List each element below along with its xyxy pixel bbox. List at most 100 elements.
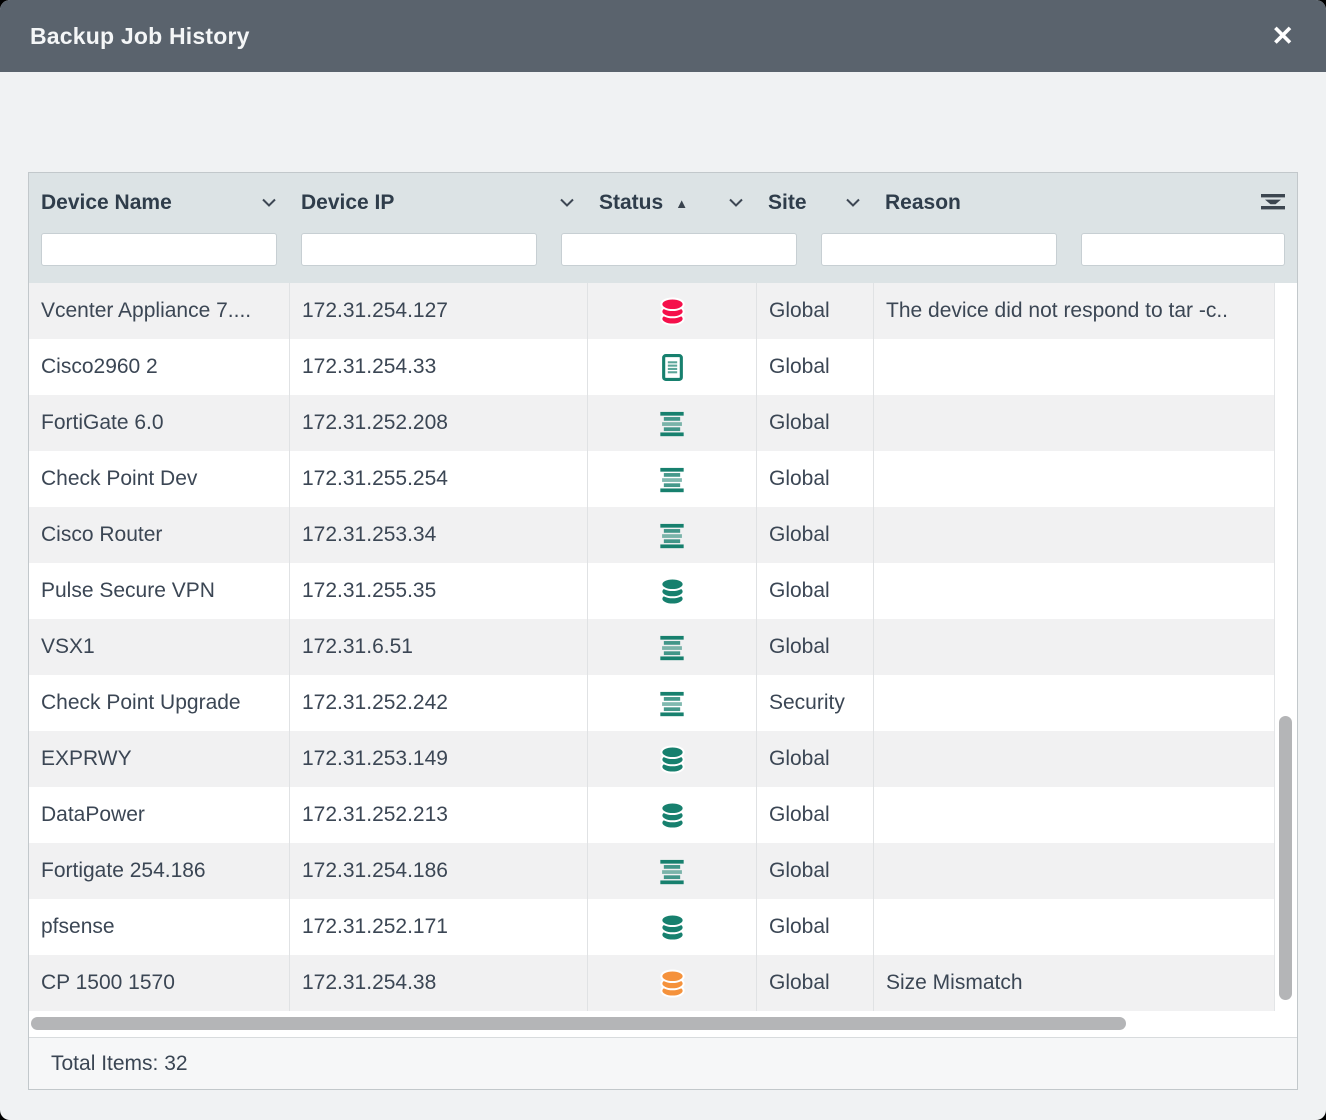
reason-cell [873, 675, 1274, 731]
reason-filter-input[interactable] [1081, 233, 1285, 266]
reason-cell [873, 731, 1274, 787]
site-cell: Global [756, 283, 873, 339]
status-cell [587, 507, 756, 563]
page-title: Backup Job History [30, 22, 250, 49]
dialog-titlebar: Backup Job History ✕ [0, 0, 1326, 72]
device-name-cell: CP 1500 1570 [41, 971, 175, 994]
device-name-cell: pfsense [41, 915, 115, 938]
table-row[interactable]: Cisco Router 172.31.253.34 Global [29, 507, 1274, 563]
chevron-down-icon[interactable] [559, 198, 575, 208]
sort-ascending-icon: ▲ [675, 195, 689, 211]
filter-icon[interactable] [1261, 193, 1285, 213]
site-cell: Security [756, 675, 873, 731]
device-ip-cell: 172.31.255.254 [289, 451, 587, 507]
device-name-cell: Pulse Secure VPN [41, 579, 215, 602]
table-footer: Total Items: 32 [29, 1037, 1297, 1089]
database-icon [659, 296, 686, 326]
stacked-lines-icon [658, 409, 686, 437]
column-header-reason: Reason [873, 173, 1297, 233]
device-name-cell: Cisco Router [41, 523, 163, 546]
device-name-cell: DataPower [41, 803, 145, 826]
horizontal-scrollbar [29, 1011, 1297, 1037]
stacked-lines-icon [658, 521, 686, 549]
status-cell [587, 563, 756, 619]
device-name-cell: Cisco2960 2 [41, 355, 158, 378]
status-filter-input[interactable] [561, 233, 797, 266]
table-row[interactable]: CP 1500 1570 172.31.254.38 Global Size M… [29, 955, 1274, 1011]
column-header-site[interactable]: Site [756, 173, 873, 233]
reason-cell [873, 395, 1274, 451]
device-ip-cell: 172.31.254.38 [289, 955, 587, 1011]
device-ip-cell: 172.31.252.171 [289, 899, 587, 955]
backup-history-table: Device Name Device IP Status ▲ Site [28, 172, 1298, 1090]
status-cell [587, 619, 756, 675]
device-ip-cell: 172.31.254.127 [289, 283, 587, 339]
total-items-label: Total Items: 32 [51, 1051, 188, 1075]
site-cell: Global [756, 507, 873, 563]
table-row[interactable]: EXPRWY 172.31.253.149 Global [29, 731, 1274, 787]
status-cell [587, 843, 756, 899]
column-header-device-ip[interactable]: Device IP [289, 173, 587, 233]
database-icon [659, 800, 686, 830]
device-name-cell: Vcenter Appliance 7.... [41, 299, 252, 322]
column-header-device-name[interactable]: Device Name [29, 173, 289, 233]
site-cell: Global [756, 563, 873, 619]
table-row[interactable]: Pulse Secure VPN 172.31.255.35 Global [29, 563, 1274, 619]
table-header-row: Device Name Device IP Status ▲ Site [29, 173, 1297, 233]
table-row[interactable]: DataPower 172.31.252.213 Global [29, 787, 1274, 843]
reason-cell: The device did not respond to tar -c.. [873, 283, 1274, 339]
database-icon [659, 744, 686, 774]
table-filter-row [29, 233, 1297, 283]
device-ip-cell: 172.31.6.51 [289, 619, 587, 675]
site-cell: Global [756, 787, 873, 843]
close-icon[interactable]: ✕ [1263, 19, 1302, 54]
status-cell [587, 787, 756, 843]
reason-cell [873, 843, 1274, 899]
device-name-filter-input[interactable] [41, 233, 277, 266]
reason-cell [873, 339, 1274, 395]
database-icon [659, 912, 686, 942]
site-cell: Global [756, 451, 873, 507]
table-row[interactable]: pfsense 172.31.252.171 Global [29, 899, 1274, 955]
document-icon [660, 353, 685, 381]
horizontal-scrollbar-thumb[interactable] [31, 1017, 1126, 1030]
device-ip-cell: 172.31.253.34 [289, 507, 587, 563]
vertical-scrollbar-thumb[interactable] [1279, 716, 1292, 1000]
status-cell [587, 395, 756, 451]
site-cell: Global [756, 339, 873, 395]
device-name-cell: FortiGate 6.0 [41, 411, 164, 434]
device-ip-cell: 172.31.252.213 [289, 787, 587, 843]
database-icon [659, 576, 686, 606]
table-row[interactable]: Cisco2960 2 172.31.254.33 Global [29, 339, 1274, 395]
device-ip-filter-input[interactable] [301, 233, 537, 266]
site-filter-input[interactable] [821, 233, 1057, 266]
table-rows: Vcenter Appliance 7.... 172.31.254.127 G… [29, 283, 1275, 1011]
chevron-down-icon[interactable] [728, 198, 744, 208]
database-icon [659, 968, 686, 998]
column-header-status[interactable]: Status ▲ [587, 173, 756, 233]
stacked-lines-icon [658, 689, 686, 717]
table-row[interactable]: Vcenter Appliance 7.... 172.31.254.127 G… [29, 283, 1274, 339]
device-ip-cell: 172.31.254.33 [289, 339, 587, 395]
reason-cell: Size Mismatch [873, 955, 1274, 1011]
site-cell: Global [756, 955, 873, 1011]
table-row[interactable]: Check Point Dev 172.31.255.254 Global [29, 451, 1274, 507]
table-row[interactable]: Check Point Upgrade 172.31.252.242 Secur… [29, 675, 1274, 731]
chevron-down-icon[interactable] [845, 198, 861, 208]
table-row[interactable]: FortiGate 6.0 172.31.252.208 Global [29, 395, 1274, 451]
site-cell: Global [756, 731, 873, 787]
device-ip-cell: 172.31.252.242 [289, 675, 587, 731]
status-cell [587, 451, 756, 507]
status-cell [587, 899, 756, 955]
site-cell: Global [756, 619, 873, 675]
table-row[interactable]: VSX1 172.31.6.51 Global [29, 619, 1274, 675]
table-row[interactable]: Fortigate 254.186 172.31.254.186 Global [29, 843, 1274, 899]
reason-cell [873, 563, 1274, 619]
stacked-lines-icon [658, 465, 686, 493]
column-label: Device Name [41, 191, 172, 214]
chevron-down-icon[interactable] [261, 198, 277, 208]
site-cell: Global [756, 899, 873, 955]
status-cell [587, 675, 756, 731]
reason-cell [873, 507, 1274, 563]
